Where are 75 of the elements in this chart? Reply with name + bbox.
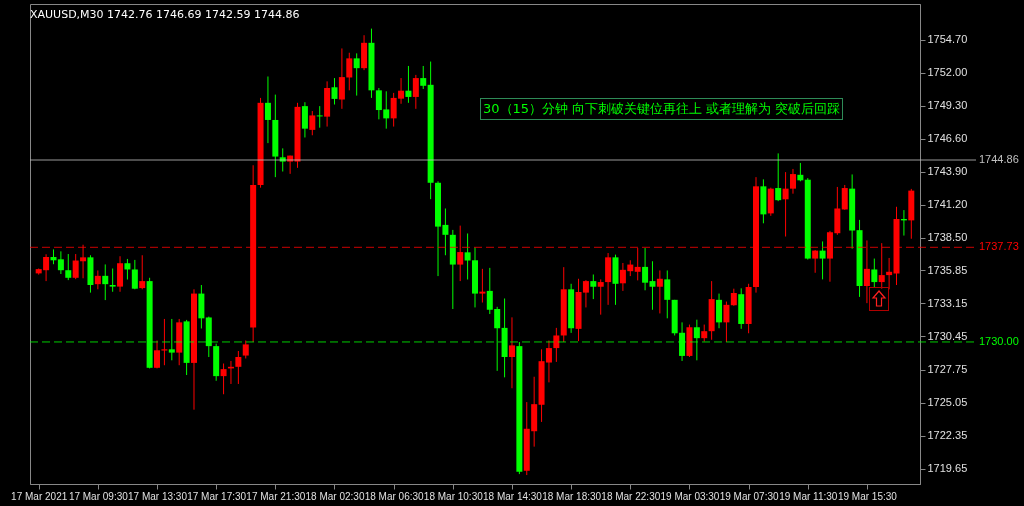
candlestick bbox=[405, 65, 412, 104]
candlestick bbox=[789, 168, 796, 195]
candlestick bbox=[797, 162, 804, 182]
x-tick-label: 19 Mar 07:30 bbox=[719, 490, 780, 502]
candlestick bbox=[723, 301, 730, 343]
candlestick bbox=[131, 259, 138, 290]
candlestick bbox=[94, 269, 101, 290]
candlestick bbox=[819, 240, 826, 280]
candlestick bbox=[102, 263, 109, 301]
x-tick-label: 19 Mar 03:30 bbox=[660, 490, 720, 502]
x-tick-label: 17 Mar 2021 bbox=[11, 490, 68, 502]
annotation: 30（15）分钟 向下刺破关键位再往上 或者理解为 突破后回踩 bbox=[480, 98, 844, 120]
candlestick bbox=[109, 267, 116, 293]
candlestick bbox=[346, 52, 353, 91]
ref-line-label: 1737.73 bbox=[979, 240, 1019, 253]
candlestick bbox=[117, 255, 124, 293]
candlestick bbox=[235, 350, 242, 385]
candlestick bbox=[139, 254, 146, 290]
x-tick-label: 17 Mar 13:30 bbox=[128, 490, 188, 502]
y-tick-label: 1730.45 bbox=[927, 329, 968, 342]
x-tick-label: 18 Mar 22:30 bbox=[601, 490, 661, 502]
chart-title: XAUUSD,M30 1742.76 1746.69 1742.59 1744.86 bbox=[30, 8, 300, 21]
y-tick-label: 1746.60 bbox=[927, 132, 968, 145]
candlestick bbox=[420, 65, 427, 90]
x-tick-label: 18 Mar 06:30 bbox=[364, 490, 425, 502]
candlestick bbox=[775, 152, 782, 202]
candlestick bbox=[656, 269, 663, 314]
y-tick-label: 1735.85 bbox=[927, 263, 968, 276]
y-tick-label: 1719.65 bbox=[927, 462, 968, 475]
y-tick-label: 1725.05 bbox=[927, 396, 968, 409]
x-tick-label: 18 Mar 02:30 bbox=[305, 490, 365, 502]
x-tick-label: 18 Mar 10:30 bbox=[423, 490, 484, 502]
ref-line-label: 1744.86 bbox=[979, 153, 1019, 165]
candlestick bbox=[871, 258, 878, 289]
y-tick-label: 1741.20 bbox=[927, 198, 968, 211]
x-tick-label: 17 Mar 17:30 bbox=[187, 490, 247, 502]
candlestick bbox=[553, 327, 560, 363]
candlestick bbox=[65, 253, 72, 281]
candlestick bbox=[331, 77, 338, 106]
candlestick bbox=[664, 269, 671, 319]
y-tick-label: 1733.15 bbox=[927, 296, 968, 309]
candlestick bbox=[309, 110, 316, 136]
candlestick bbox=[353, 52, 360, 97]
x-tick-label: 18 Mar 14:30 bbox=[483, 490, 543, 502]
candlestick bbox=[886, 257, 893, 290]
candlestick bbox=[316, 105, 323, 129]
y-tick-label: 1752.00 bbox=[927, 66, 968, 79]
x-tick-label: 19 Mar 11:30 bbox=[779, 490, 838, 502]
candlestick bbox=[338, 47, 345, 110]
y-tick-label: 1738.50 bbox=[927, 231, 968, 244]
y-tick-label: 1754.70 bbox=[927, 33, 968, 46]
x-tick-label: 17 Mar 21:30 bbox=[246, 490, 306, 502]
candlestick bbox=[782, 171, 789, 238]
candlestick bbox=[590, 273, 597, 300]
candlestick bbox=[812, 249, 819, 274]
candlestick bbox=[72, 253, 79, 280]
candlestick bbox=[220, 363, 227, 395]
candlestick bbox=[508, 316, 515, 389]
x-tick-label: 18 Mar 18:30 bbox=[542, 490, 602, 502]
candlestick bbox=[301, 101, 308, 138]
candlestick bbox=[124, 258, 131, 281]
y-tick-label: 1743.90 bbox=[927, 165, 968, 178]
candlestick bbox=[264, 75, 271, 144]
x-tick-label: 19 Mar 15:30 bbox=[837, 490, 898, 502]
candlestick bbox=[841, 184, 848, 211]
y-tick-label: 1727.75 bbox=[927, 363, 968, 376]
y-tick-label: 1722.35 bbox=[927, 429, 968, 442]
candlestick bbox=[597, 278, 604, 316]
x-tick-label: 17 Mar 09:30 bbox=[68, 490, 129, 502]
candlestick bbox=[479, 268, 486, 304]
y-tick-label: 1749.30 bbox=[927, 99, 968, 112]
candlestick bbox=[412, 74, 419, 110]
candlestick bbox=[57, 250, 64, 275]
candlestick bbox=[716, 293, 723, 329]
ref-line-label: 1730.00 bbox=[979, 334, 1019, 347]
